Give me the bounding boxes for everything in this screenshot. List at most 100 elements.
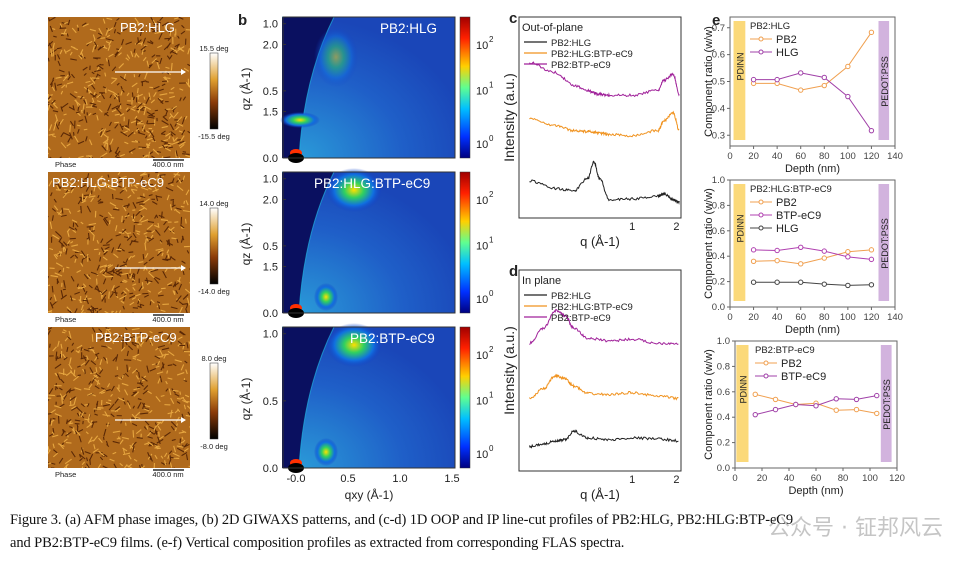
colorbar-exponent: 0 [489,444,494,453]
y-tick: 0.0 [263,308,278,320]
y-tick: 0.4 [712,251,725,262]
channel-label: Phase [55,160,76,169]
data-point [798,70,804,76]
y-tick: 0.2 [712,277,725,288]
colorbar-tick: 10 [476,294,488,306]
y-tick: 1.0 [263,329,278,341]
x-tick: 60 [811,473,822,484]
data-point [750,258,757,264]
channel-label: Phase [55,470,76,479]
layer-band [733,21,746,140]
data-point [868,256,875,263]
legend-title: PB2:HLG [750,21,790,32]
x-tick: 20 [748,312,759,323]
x-tick: 1.5 [444,473,459,485]
colorbar-exponent: 2 [489,35,494,44]
colorbar-exponent: 0 [489,134,494,143]
data-point [752,411,758,418]
afm-phase-image [48,17,190,158]
legend-marker [758,199,764,205]
caption-line-1: Figure 3. (a) AFM phase images, (b) 2D G… [10,512,794,528]
data-point [774,76,780,83]
y-tick: 1.0 [263,174,278,186]
colorbar-max: 8.0 deg [201,354,226,363]
pattern-title: PB2:HLG [380,21,437,36]
y-tick: 0.4 [712,103,725,114]
data-point [793,401,799,408]
legend-marker [758,49,764,55]
y-tick: 0.7 [712,23,725,34]
legend-title: PB2:HLG:BTP-eC9 [750,184,832,195]
sample-title: PB2:HLG:BTP-eC9 [52,175,164,190]
layer-label: PEDOT:PSS [880,56,890,107]
x-axis-label: q (Å-1) [580,487,620,502]
x-tick: 0 [727,312,732,323]
legend-marker [763,360,769,366]
x-tick: 40 [772,151,783,162]
x-axis-label: Depth (nm) [788,485,843,497]
colorbar-exponent: 1 [489,80,494,89]
legend-label: PB2 [781,358,802,370]
legend-label: PB2:BTP-eC9 [551,313,611,324]
series-line [753,246,872,260]
x-tick: 40 [772,312,783,323]
legend-title: In plane [522,275,561,287]
colorbar-max: 14.0 deg [199,199,228,208]
plot-frame [729,179,896,308]
data-point [833,396,839,402]
x-tick: 120 [863,151,879,162]
phase-colorbar [209,52,219,130]
x-tick: 0 [727,151,732,162]
series-line [529,61,680,98]
y-tick: 2.0 [263,39,278,51]
colorbar-min: -14.0 deg [198,287,230,296]
channel-label: Phase [55,315,76,324]
y-tick: 1.5 [263,107,278,119]
layer-band [878,184,890,301]
data-point [798,261,804,267]
panel-label-b: b [238,12,247,29]
data-point [868,127,875,134]
x-tick: 100 [840,312,856,323]
x-tick: 120 [863,312,879,323]
colorbar-tick: 10 [476,350,488,362]
x-axis-label: qxy (Å-1) [345,487,394,502]
legend-marker [763,373,769,379]
afm-phase-image [48,172,190,313]
scale-bar-label: 400.0 nm [152,315,183,324]
series-line [529,373,679,401]
x-axis-label: Depth (nm) [785,324,840,336]
legend-title: Out-of-plane [522,22,583,34]
data-point [821,248,827,254]
legend-label: PB2:HLG:BTP-eC9 [551,49,633,60]
x-tick: 80 [819,151,830,162]
y-axis-label: Component ratio (w/w) [703,188,715,299]
colorbar-tick: 10 [476,195,488,207]
arrow-head-icon [181,417,186,423]
x-tick: 60 [795,151,806,162]
y-tick: 0.6 [712,50,725,61]
data-point [798,87,804,93]
colorbar-exponent: 2 [489,345,494,354]
data-point [821,82,827,89]
series-line [753,249,872,265]
x-tick: 80 [838,473,849,484]
legend-label: PB2:BTP-eC9 [551,60,611,71]
data-point [868,282,875,288]
x-tick: 0.5 [340,473,355,485]
data-point [774,257,780,264]
legend-label: PB2 [776,197,797,209]
x-tick: 80 [819,312,830,323]
data-point [845,93,851,100]
series-line [529,308,679,346]
y-tick: 0.6 [712,226,725,237]
giwaxs-pattern [282,168,456,318]
x-tick: 60 [795,312,806,323]
data-point [821,255,827,261]
intensity-colorbar [459,171,471,314]
y-axis-label: Intensity (a.u.) [501,73,517,162]
caption-line-2: and PB2:BTP-eC9 films. (e-f) Vertical co… [10,535,625,551]
y-tick: 1.0 [712,175,725,186]
